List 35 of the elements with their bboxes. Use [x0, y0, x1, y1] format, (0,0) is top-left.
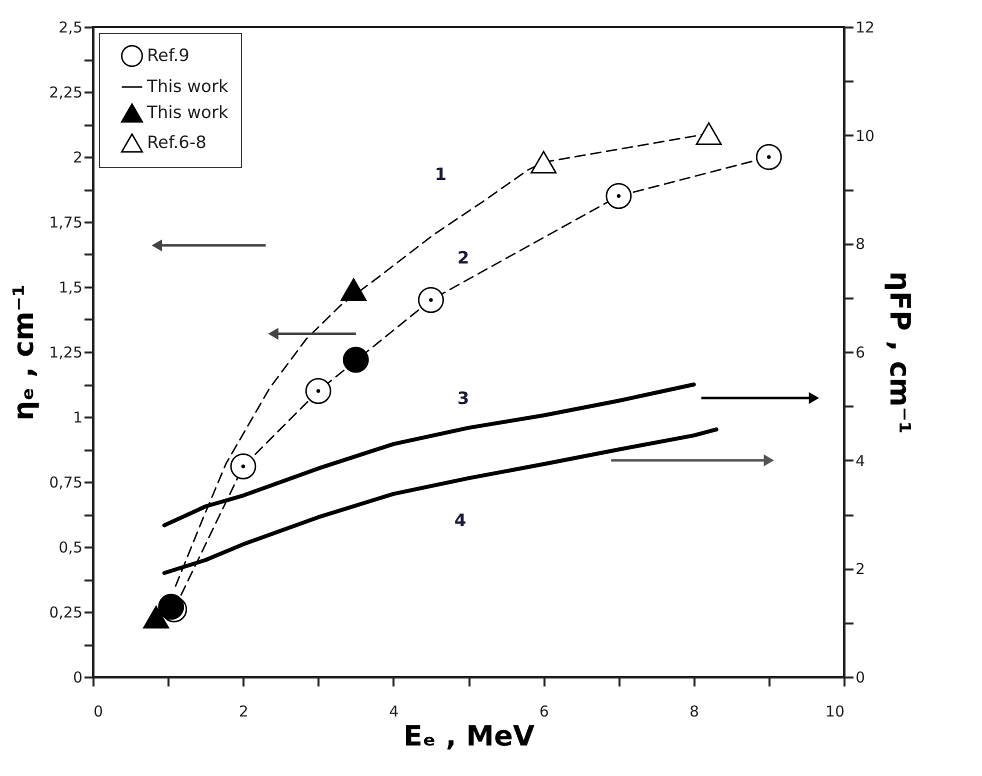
annotation: 2	[457, 248, 470, 268]
y-tick-label: 0,25	[49, 604, 82, 622]
annotation: 1	[434, 165, 447, 186]
legend-label: This work	[146, 77, 228, 97]
x-tick-label: 4	[389, 702, 399, 720]
y-tick-label: 0,5	[58, 538, 82, 556]
x-tick-label: 8	[690, 702, 700, 720]
x-axis-title: Eₑ , MeV	[403, 720, 535, 752]
y2-tick-label: 8	[856, 235, 866, 254]
y-tick-label: 1,25	[49, 344, 82, 362]
y2-tick-label: 2	[856, 560, 866, 578]
y-tick-label: 0,75	[49, 474, 82, 492]
y-tick-label: 2,25	[49, 84, 82, 102]
y2-axis-title: ηFP , cm⁻¹	[884, 271, 917, 434]
y-tick-label: 2,5	[58, 18, 82, 36]
y-tick-label: 0	[72, 668, 82, 686]
x-tick-label: 10	[825, 702, 844, 720]
y2-tick-label: 6	[856, 344, 866, 362]
annotation: 3	[457, 388, 470, 409]
x-tick-label: 2	[238, 702, 248, 720]
legend-label: Ref.6-8	[147, 133, 206, 153]
y-axis-title: ηₑ , cm⁻¹	[7, 284, 40, 421]
y2-tick-label: 10	[856, 126, 875, 145]
y-tick-label: 1	[72, 408, 82, 426]
y2-tick-label: 4	[856, 452, 866, 470]
annotation: 4	[454, 511, 466, 531]
y2-tick-label: 12	[856, 18, 875, 36]
y-tick-label: 1,5	[58, 278, 82, 296]
y-tick-label: 2	[72, 148, 82, 166]
x-tick-label: 0	[94, 702, 104, 720]
y-tick-label: 1,75	[49, 214, 82, 232]
legend-label: Ref.9	[147, 46, 190, 66]
y2-tick-label: 0	[856, 668, 866, 686]
x-tick-label: 6	[539, 702, 549, 720]
legend-label: This work	[146, 103, 228, 123]
